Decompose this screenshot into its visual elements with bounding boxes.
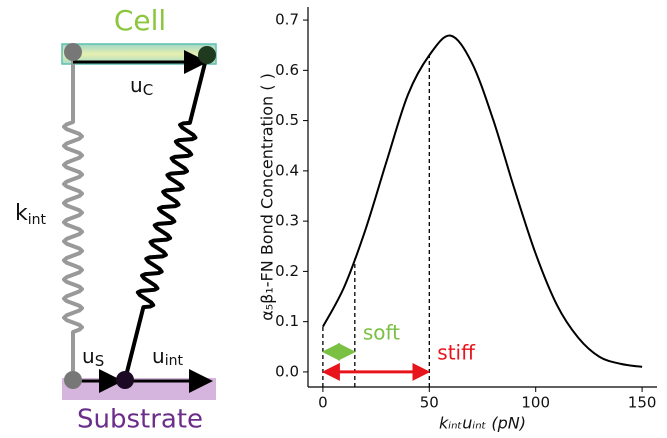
- y-tick-label: 0.5: [275, 111, 299, 129]
- kint-label: kint: [15, 201, 47, 228]
- symbol: u: [152, 344, 165, 368]
- diagram: Cell Substrate uC kint uS uint: [15, 4, 217, 435]
- spring: [62, 52, 84, 380]
- x-axis-label: kᵢₙₜuᵢₙₜ (pN): [439, 414, 526, 433]
- springs: [62, 52, 209, 381]
- y-tick-label: 0.6: [275, 61, 299, 79]
- node: [116, 371, 134, 389]
- subscript: int: [165, 353, 184, 369]
- cell-bar: [61, 43, 217, 65]
- y-tick-label: 0.3: [275, 212, 299, 230]
- y-tick-label: 0.2: [275, 262, 299, 280]
- y-tick-label: 0.1: [275, 312, 299, 330]
- x-tick-label: 50: [420, 394, 439, 412]
- subscript: S: [95, 352, 105, 370]
- x-tick-label: 100: [521, 394, 550, 412]
- symbol: u: [82, 344, 95, 368]
- cell-label: Cell: [114, 4, 166, 37]
- subscript: int: [28, 212, 47, 228]
- symbol: u: [130, 73, 143, 97]
- x-tick-label: 0: [318, 394, 328, 412]
- y-tick-label: 0.0: [275, 362, 299, 380]
- annotation-label: stiff: [437, 340, 476, 364]
- y-tick-label: 0.4: [275, 161, 299, 179]
- subscript: C: [143, 81, 153, 99]
- symbol: k: [15, 201, 28, 226]
- x-tick-label: 150: [628, 394, 657, 412]
- line-series: [322, 34, 643, 368]
- uint-label: uint: [152, 344, 183, 370]
- uc-label: uC: [130, 73, 153, 99]
- node: [198, 46, 216, 64]
- node: [64, 371, 82, 389]
- node: [64, 43, 82, 61]
- annotation-label: soft: [363, 320, 400, 344]
- us-label: uS: [82, 344, 104, 370]
- y-axis-label: α₅β₁-FN Bond Concentration ( ): [258, 73, 277, 321]
- substrate-label: Substrate: [77, 405, 203, 435]
- chart: 0.0 0.1 0.2 0.3 0.4 0.5 0.6 0.7 0 50 100 150 kᵢₙₜuᵢₙ…: [258, 7, 657, 433]
- spring: [123, 54, 209, 381]
- y-tick-label: 0.7: [275, 11, 299, 29]
